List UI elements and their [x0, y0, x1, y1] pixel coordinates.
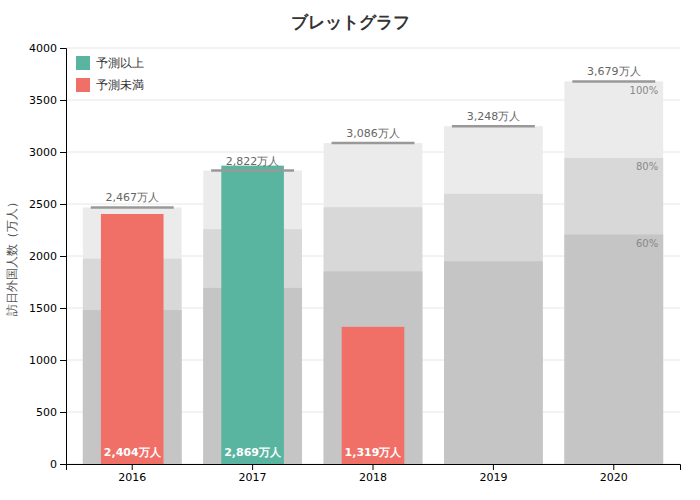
band	[444, 261, 543, 464]
band	[564, 158, 663, 464]
marks	[83, 81, 663, 464]
series-band	[83, 234, 663, 464]
tick-label: 2500	[29, 198, 57, 211]
y-tick: 3500	[29, 94, 66, 107]
band	[324, 271, 423, 464]
tick-mark	[252, 464, 253, 470]
x-tick: 2018	[359, 464, 387, 484]
series-target	[91, 81, 655, 207]
axis-line	[67, 465, 681, 471]
tick-label: 1000	[29, 354, 57, 367]
tick-mark	[60, 256, 66, 257]
bar-label: 1,319万人	[345, 446, 403, 459]
tick-mark	[60, 412, 66, 413]
tick-mark	[493, 464, 494, 470]
bar-label: 2,404万人	[104, 446, 162, 459]
tick-label: 2019	[479, 471, 507, 484]
tick-label: 3000	[29, 146, 57, 159]
band	[83, 207, 182, 464]
chart: ブレットグラフ 0 500 1000 1500 2000 2500 3000 3500 4000 2…	[0, 0, 700, 500]
y-tick: 1000	[29, 354, 66, 367]
target-label: 3,679万人	[587, 65, 641, 78]
y-axis-title: 訪日外国人数（万人）	[5, 196, 19, 316]
tick-mark	[60, 152, 66, 153]
band	[444, 194, 543, 464]
target-line	[332, 142, 415, 145]
y-tick: 2000	[29, 250, 66, 263]
target-line	[211, 169, 294, 172]
tick-label: 4000	[29, 42, 57, 55]
bar-label: 2,869万人	[224, 446, 282, 459]
band	[564, 81, 663, 464]
band	[564, 234, 663, 464]
legend-swatch	[76, 56, 90, 70]
annotation: 100%	[630, 85, 659, 96]
target-line	[452, 125, 535, 128]
legend-item: 予測以上	[76, 56, 144, 70]
series-bar	[101, 214, 404, 464]
x-tick: 2017	[239, 464, 267, 484]
grid	[66, 48, 680, 464]
tick-label: 2020	[600, 471, 628, 484]
target-label: 3,086万人	[346, 127, 400, 140]
tick-mark	[60, 360, 66, 361]
tick-mark	[613, 464, 614, 470]
target-line	[572, 80, 655, 83]
band	[444, 126, 543, 464]
tick-label: 2018	[359, 471, 387, 484]
tick-mark	[60, 100, 66, 101]
target-label: 2,822万人	[226, 155, 280, 168]
series-bar	[221, 166, 284, 464]
target-label: 2,467万人	[105, 191, 159, 204]
title: ブレットグラフ	[291, 12, 410, 32]
annotation: 80%	[636, 161, 658, 172]
bar	[101, 214, 164, 464]
tick-mark	[60, 308, 66, 309]
annotation: 60%	[636, 238, 658, 249]
series-band	[83, 158, 663, 464]
tick-mark	[60, 464, 66, 465]
y-tick: 2500	[29, 198, 66, 211]
plot: 0 500 1000 1500 2000 2500 3000 3500 4000 2016 2017…	[5, 42, 681, 484]
target-label: 3,248万人	[467, 110, 521, 123]
axis-line	[60, 49, 67, 465]
legend: 予測以上予測未満	[76, 56, 144, 92]
legend-swatch	[76, 78, 90, 92]
y-tick: 0	[50, 458, 66, 471]
grid-line	[66, 48, 680, 49]
x-axis: 2016 2017 2018 2019 2020	[67, 464, 681, 484]
x-tick: 2020	[600, 464, 628, 484]
tick-mark	[373, 464, 374, 470]
series-band	[83, 81, 663, 464]
y-tick: 4000	[29, 42, 66, 55]
tick-label: 2016	[118, 471, 146, 484]
legend-item: 予測未満	[76, 78, 144, 92]
tick-label: 1500	[29, 302, 57, 315]
target-line	[91, 206, 174, 209]
tick-label: 2000	[29, 250, 57, 263]
y-tick: 1500	[29, 302, 66, 315]
bar	[342, 327, 405, 464]
tick-label: 2017	[239, 471, 267, 484]
band	[324, 143, 423, 464]
y-tick: 3000	[29, 146, 66, 159]
bar	[221, 166, 284, 464]
tick-label: 500	[36, 406, 57, 419]
legend-label: 予測以上	[96, 56, 144, 70]
tick-mark	[132, 464, 133, 470]
tick-mark	[60, 48, 66, 49]
tick-mark	[60, 204, 66, 205]
x-tick: 2016	[118, 464, 146, 484]
x-tick: 2019	[479, 464, 507, 484]
tick-label: 0	[50, 458, 57, 471]
y-axis: 0 500 1000 1500 2000 2500 3000 3500 4000	[29, 42, 67, 471]
data-labels: 2,869万人 2,404万人 1,319万人 2,467万人 2,822万人 3,086…	[104, 65, 658, 459]
chart-container: ブレットグラフ 0 500 1000 1500 2000 2500 3000 3500 4000 2…	[0, 0, 700, 500]
tick-label: 3500	[29, 94, 57, 107]
y-tick: 500	[36, 406, 66, 419]
band	[324, 207, 423, 464]
legend-label: 予測未満	[96, 78, 144, 92]
